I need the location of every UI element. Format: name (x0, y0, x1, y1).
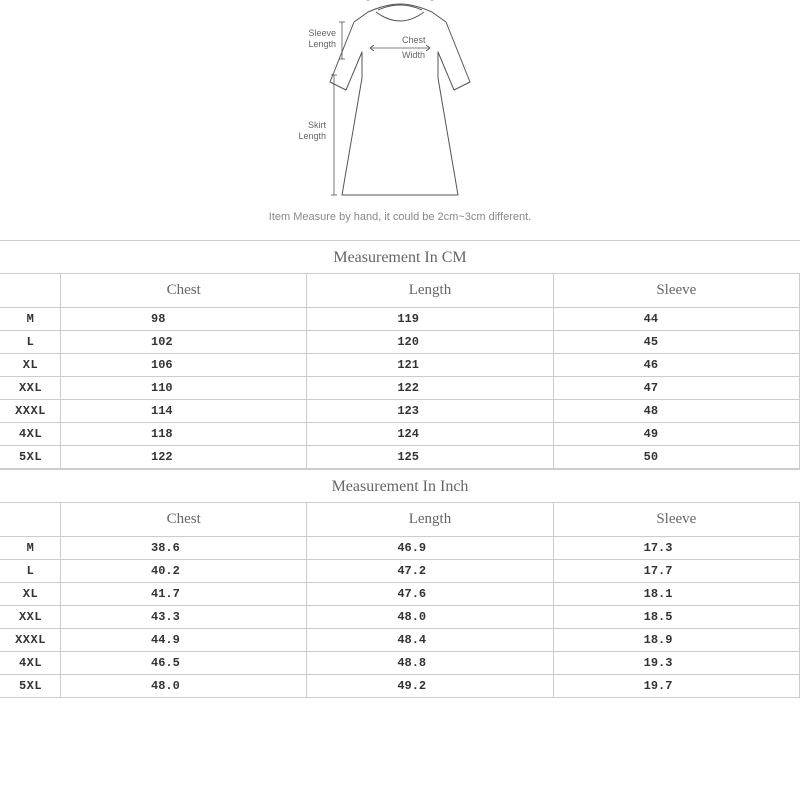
table-row: XXXL11412348 (1, 400, 800, 423)
skirt-length-label-1: Skirt (308, 120, 326, 130)
table-row: 4XL11812449 (1, 423, 800, 446)
chest-width-label-1: Chest (402, 35, 426, 45)
table-row: XXL43.348.018.5 (1, 606, 800, 629)
table-row: L10212045 (1, 331, 800, 354)
column-header: Sleeve (553, 274, 799, 308)
measurement-value: 120 (307, 331, 553, 354)
column-header: Length (307, 503, 553, 537)
skirt-length-label-2: Length (298, 131, 326, 141)
size-label: 4XL (1, 423, 61, 446)
size-label: XXXL (1, 629, 61, 652)
column-header: Chest (61, 503, 307, 537)
table-row: 5XL12212550 (1, 446, 800, 469)
measurement-value: 102 (61, 331, 307, 354)
size-label: 5XL (1, 446, 61, 469)
measurement-value: 106 (61, 354, 307, 377)
measurement-value: 122 (61, 446, 307, 469)
measurement-value: 19.3 (553, 652, 799, 675)
measurement-value: 18.1 (553, 583, 799, 606)
sleeve-length-label-2: Length (308, 39, 336, 49)
measurement-value: 50 (553, 446, 799, 469)
diagram-area: Shoulder Chest Width Sleeve Length Skirt… (0, 0, 800, 240)
measurement-value: 46 (553, 354, 799, 377)
measurement-value: 38.6 (61, 537, 307, 560)
measurement-value: 45 (553, 331, 799, 354)
measurement-value: 48.8 (307, 652, 553, 675)
measurement-value: 119 (307, 308, 553, 331)
measurement-value: 122 (307, 377, 553, 400)
measurement-value: 98 (61, 308, 307, 331)
table-row: XL41.747.618.1 (1, 583, 800, 606)
column-header: Chest (61, 274, 307, 308)
table-row: 5XL48.049.219.7 (1, 675, 800, 698)
measurement-value: 43.3 (61, 606, 307, 629)
measurement-value: 48.0 (61, 675, 307, 698)
measurement-value: 46.9 (307, 537, 553, 560)
measurement-value: 46.5 (61, 652, 307, 675)
size-label: XL (1, 354, 61, 377)
sleeve-length-label-1: Sleeve (308, 28, 336, 38)
table-row: M9811944 (1, 308, 800, 331)
size-label: M (1, 537, 61, 560)
table-row: XL10612146 (1, 354, 800, 377)
measurement-value: 118 (61, 423, 307, 446)
measurement-value: 18.9 (553, 629, 799, 652)
column-header: Sleeve (553, 503, 799, 537)
size-label: 5XL (1, 675, 61, 698)
measurement-value: 40.2 (61, 560, 307, 583)
section-title: Measurement In Inch (0, 469, 800, 503)
measurement-value: 47.6 (307, 583, 553, 606)
measurement-value: 44.9 (61, 629, 307, 652)
measurement-value: 124 (307, 423, 553, 446)
size-label: XXL (1, 377, 61, 400)
measurement-value: 48 (553, 400, 799, 423)
column-header (1, 274, 61, 308)
measurement-value: 49 (553, 423, 799, 446)
measurement-value: 49.2 (307, 675, 553, 698)
dress-diagram: Shoulder Chest Width Sleeve Length Skirt… (270, 0, 530, 205)
measurement-value: 110 (61, 377, 307, 400)
size-table: ChestLengthSleeveM38.646.917.3L40.247.21… (0, 503, 800, 698)
size-label: L (1, 560, 61, 583)
size-label: M (1, 308, 61, 331)
column-header (1, 503, 61, 537)
measurement-value: 18.5 (553, 606, 799, 629)
measurement-value: 48.4 (307, 629, 553, 652)
measurement-value: 44 (553, 308, 799, 331)
table-row: M38.646.917.3 (1, 537, 800, 560)
chest-width-label-2: Width (402, 50, 425, 60)
measurement-value: 48.0 (307, 606, 553, 629)
measurement-value: 114 (61, 400, 307, 423)
table-row: XXXL44.948.418.9 (1, 629, 800, 652)
table-row: 4XL46.548.819.3 (1, 652, 800, 675)
measurement-value: 123 (307, 400, 553, 423)
size-label: 4XL (1, 652, 61, 675)
tables-container: Measurement In CMChestLengthSleeveM98119… (0, 240, 800, 698)
size-label: L (1, 331, 61, 354)
measurement-value: 41.7 (61, 583, 307, 606)
size-label: XL (1, 583, 61, 606)
size-table: ChestLengthSleeveM9811944L10212045XL1061… (0, 274, 800, 469)
measurement-value: 125 (307, 446, 553, 469)
measurement-value: 47.2 (307, 560, 553, 583)
measurement-value: 121 (307, 354, 553, 377)
disclaimer-text: Item Measure by hand, it could be 2cm~3c… (269, 211, 531, 223)
size-label: XXL (1, 606, 61, 629)
table-row: XXL11012247 (1, 377, 800, 400)
measurement-value: 17.7 (553, 560, 799, 583)
measurement-value: 17.3 (553, 537, 799, 560)
measurement-value: 47 (553, 377, 799, 400)
section-title: Measurement In CM (0, 240, 800, 274)
measurement-value: 19.7 (553, 675, 799, 698)
size-label: XXXL (1, 400, 61, 423)
column-header: Length (307, 274, 553, 308)
table-row: L40.247.217.7 (1, 560, 800, 583)
